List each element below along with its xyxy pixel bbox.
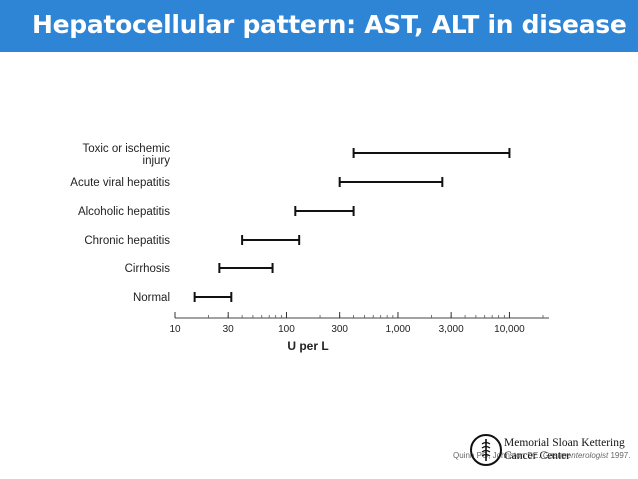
category-label: Toxic or ischemic	[82, 143, 170, 155]
citation-journal: Gastroenterologist	[542, 451, 609, 460]
title-bar: Hepatocellular pattern: AST, ALT in dise…	[0, 0, 638, 52]
tick-label: 300	[331, 324, 348, 335]
category-label: Normal	[133, 292, 170, 304]
range-bar	[338, 177, 444, 187]
tick-label: 100	[278, 324, 295, 335]
range-bar	[193, 292, 233, 302]
range-bar	[241, 235, 301, 245]
range-bars	[193, 148, 511, 302]
tick-label: 10	[169, 324, 181, 335]
category-label: Cirrhosis	[125, 263, 171, 275]
category-label: Acute viral hepatitis	[70, 177, 170, 189]
logo-emblem-icon	[470, 434, 502, 466]
category-label: Chronic hepatitis	[84, 235, 170, 247]
tick-label: 3,000	[439, 324, 464, 335]
logo-text-line2: Cancer Center	[504, 450, 571, 462]
category-label: injury	[143, 155, 171, 167]
citation-year: 1997.	[610, 451, 631, 460]
x-axis-title: U per L	[287, 339, 328, 353]
range-bar	[294, 206, 355, 216]
msk-logo: Memorial Sloan Kettering Cancer Center	[470, 434, 630, 470]
logo-text-line1: Memorial Sloan Kettering	[504, 437, 625, 449]
range-bar	[352, 148, 511, 158]
category-label: Alcoholic hepatitis	[78, 206, 170, 218]
tick-label: 1,000	[385, 324, 410, 335]
tick-label: 30	[223, 324, 235, 335]
slide-title: Hepatocellular pattern: AST, ALT in dise…	[32, 10, 627, 39]
tick-label: 10,000	[494, 324, 525, 335]
range-bar	[218, 263, 274, 273]
x-axis-ticks: 10 30 100 300 1,000 3,000 10,000	[169, 312, 544, 335]
